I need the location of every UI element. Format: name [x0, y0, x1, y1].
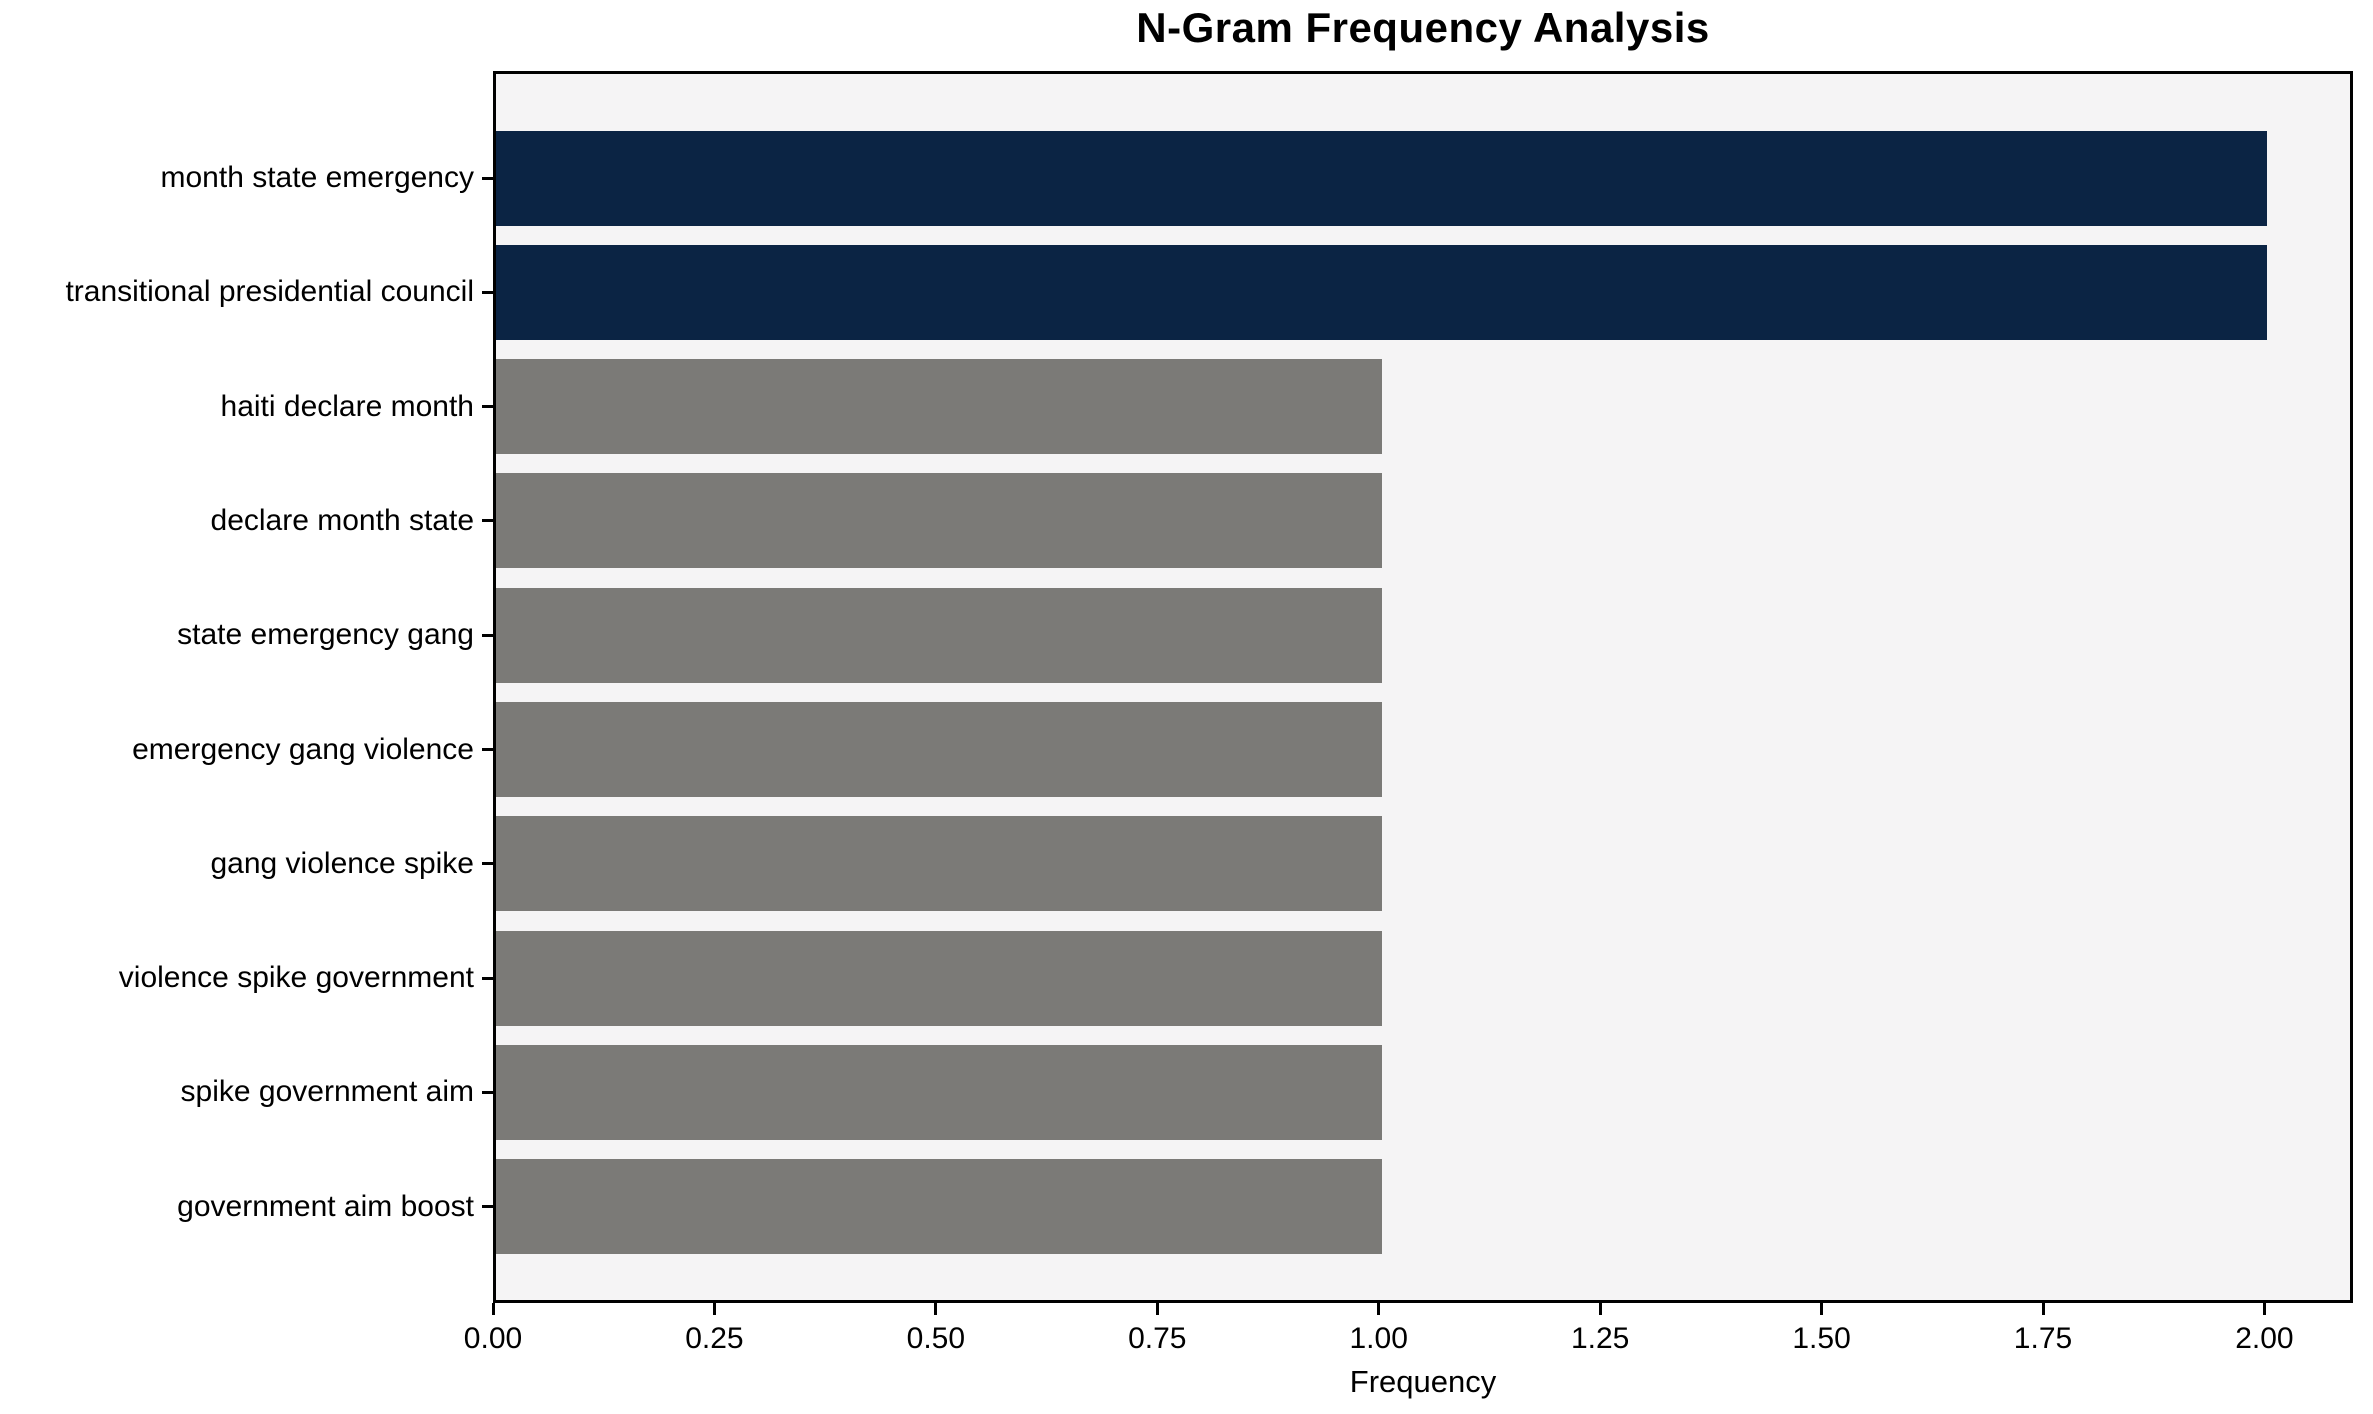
y-axis-label: transitional presidential council: [65, 275, 474, 309]
x-axis-tick: [2262, 1303, 2266, 1315]
x-axis-tick-label: 1.25: [1570, 1322, 1630, 1355]
bar: [496, 473, 1382, 569]
y-axis-tick: [482, 1205, 493, 1209]
y-axis-tick: [482, 1090, 493, 1094]
bar: [496, 244, 2268, 340]
x-axis-tick: [712, 1303, 716, 1315]
y-axis-label: spike government aim: [180, 1075, 474, 1109]
bar: [496, 930, 1382, 1026]
y-axis-tick: [482, 748, 493, 751]
y-axis-label: state emergency gang: [177, 618, 474, 652]
y-axis-label: month state emergency: [160, 161, 475, 194]
chart-title: N-Gram Frequency Analysis: [1136, 4, 1710, 51]
x-axis-tick-label: 0.25: [685, 1322, 744, 1355]
y-axis-tick: [482, 405, 493, 409]
x-axis-tick-label: 0.75: [1128, 1322, 1187, 1355]
x-axis-tick-label: 0.50: [906, 1322, 966, 1355]
y-axis-tick: [482, 976, 493, 980]
y-axis-label: violence spike government: [118, 961, 474, 995]
x-axis-tick: [1155, 1303, 1159, 1315]
y-axis-label: gang violence spike: [210, 846, 474, 880]
x-axis-tick: [2041, 1303, 2045, 1315]
x-axis-tick-label: 1.00: [1349, 1322, 1408, 1355]
y-axis-label: emergency gang violence: [132, 732, 474, 766]
y-axis-label: government aim boost: [177, 1189, 474, 1223]
bar: [496, 1159, 1382, 1255]
x-axis-tick: [934, 1303, 938, 1315]
x-axis-tick-label: 2.00: [2235, 1322, 2294, 1355]
plot-area: [493, 71, 2353, 1303]
bar: [496, 816, 1382, 912]
bar: [496, 587, 1382, 683]
y-axis-tick: [482, 290, 493, 294]
x-axis-title: Frequency: [1349, 1364, 1497, 1399]
x-axis-tick-label: 1.75: [2013, 1322, 2073, 1355]
y-axis-tick: [482, 862, 493, 866]
y-axis-tick: [482, 633, 493, 637]
bar: [496, 130, 2268, 226]
x-axis-tick: [491, 1303, 495, 1315]
y-axis-tick: [482, 176, 493, 180]
x-axis-tick: [1820, 1303, 1824, 1315]
y-axis-tick: [482, 519, 493, 523]
bar: [496, 702, 1382, 797]
bar: [496, 1044, 1382, 1140]
x-axis-tick: [1598, 1303, 1602, 1315]
bar: [496, 359, 1382, 455]
x-axis-tick: [1377, 1303, 1381, 1315]
y-axis-label: haiti declare month: [220, 389, 474, 423]
y-axis-label: declare month state: [210, 503, 474, 537]
x-axis-tick-label: 1.50: [1792, 1322, 1851, 1355]
x-axis-tick-label: 0.00: [463, 1322, 523, 1355]
